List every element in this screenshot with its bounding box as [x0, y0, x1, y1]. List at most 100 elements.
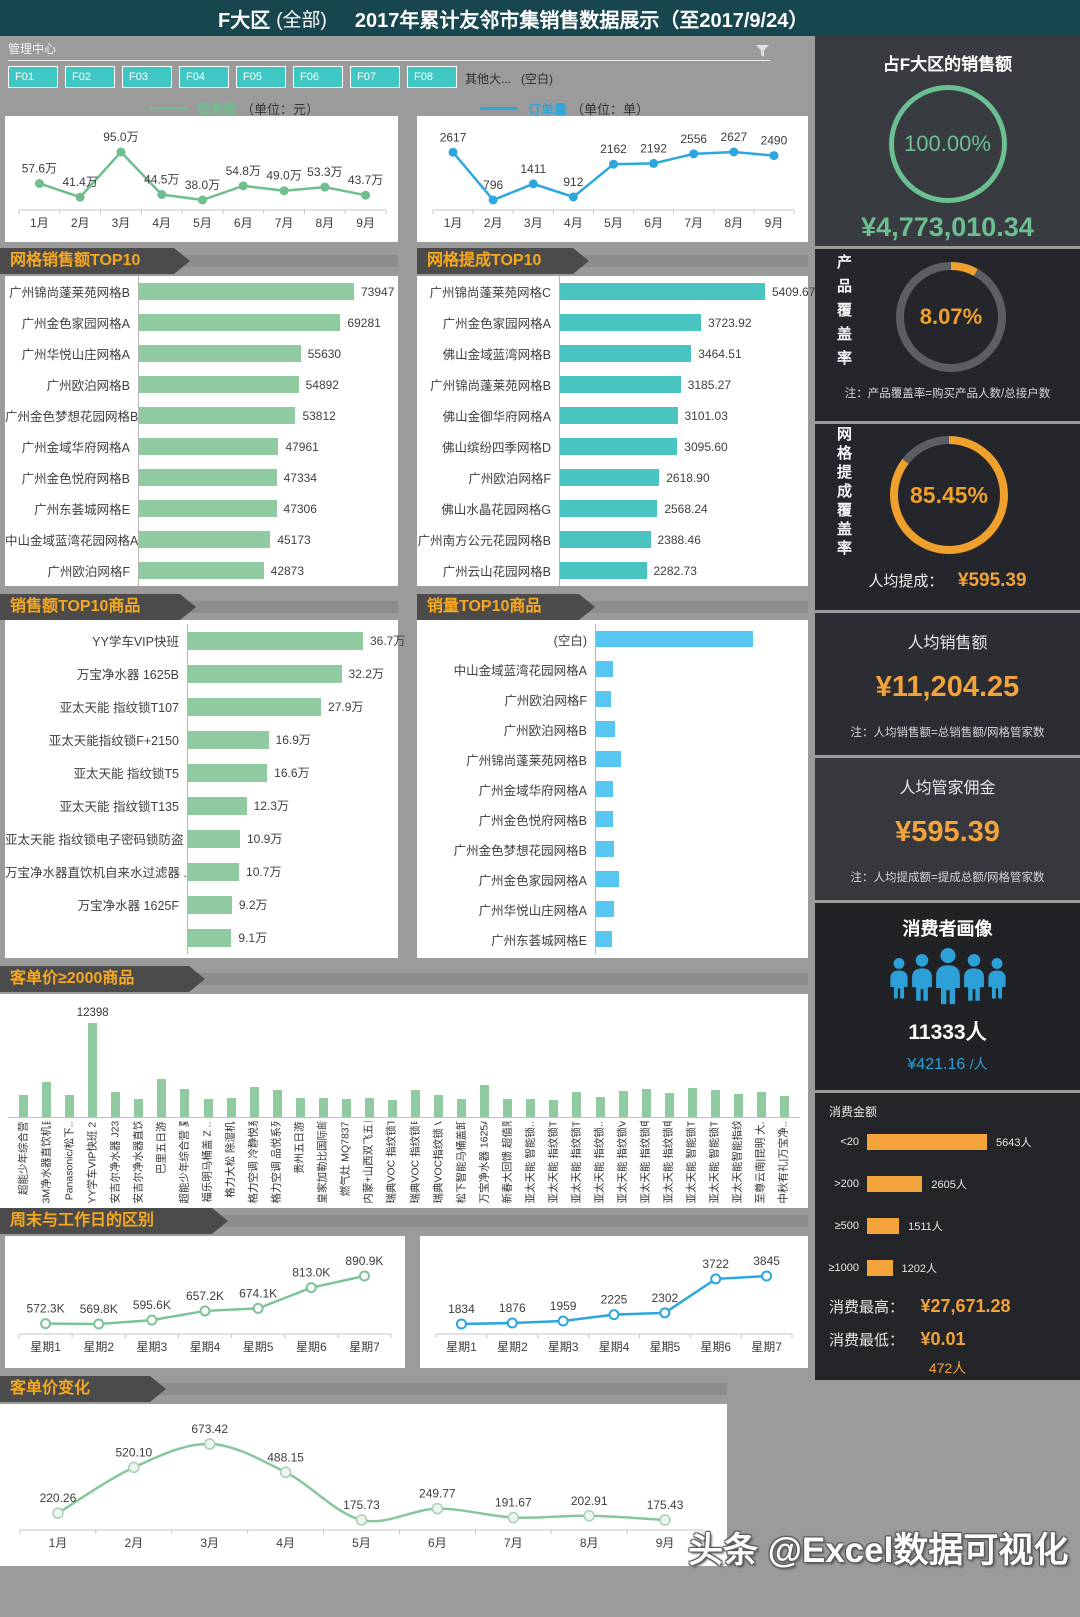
category-label: 佛山水晶花园网格G [441, 503, 551, 517]
category-label: (空白) [553, 633, 587, 648]
data-point [568, 192, 578, 202]
value-label: 16.6万 [274, 766, 310, 780]
filter-blank[interactable]: (空白) [521, 72, 553, 86]
data-point [203, 1438, 216, 1450]
filter-button-f07[interactable]: F07 [350, 66, 400, 88]
watermark: 头条 @Excel数据可视化 [688, 1531, 1069, 1570]
value-label: 3095.60 [684, 439, 728, 454]
filter-button-f04[interactable]: F04 [179, 66, 229, 88]
axis-label: 4月 [276, 1536, 295, 1550]
bar [560, 438, 678, 455]
bar-row: 广州东荟城网格E 47306 [5, 493, 398, 524]
value-label: 10.7万 [246, 865, 282, 879]
card-note: 注：产品覆盖率=购买产品人数/总接户数 [844, 388, 1051, 400]
category-label: 广州华悦山庄网格A [21, 348, 130, 362]
data-point [761, 1270, 773, 1282]
bar [867, 1134, 987, 1150]
max-consume-value: ¥27,671.28 [920, 1296, 1011, 1316]
axis-label: 星期5 [243, 1340, 274, 1354]
category-label: 广州华悦山庄网格A [478, 903, 587, 918]
bar [411, 1090, 421, 1117]
category-label: 万宝净水器 1625B [76, 668, 179, 682]
card-title: 占F大区的销售额 [882, 55, 1013, 74]
category-label: 中山金域蓝湾花园网格A [5, 534, 138, 548]
data-point [506, 1317, 518, 1329]
category-label: 超能少年综合营 夏.. [178, 1121, 191, 1204]
data-point [279, 186, 289, 196]
sales-share-amount: ¥4,773,010.34 [861, 212, 1034, 242]
category-label: 巴里五日游 [155, 1121, 168, 1175]
axis-label: 星期5 [650, 1340, 681, 1354]
point-label: 1959 [550, 1299, 577, 1313]
point-label: 796 [483, 178, 503, 192]
axis-label: 7月 [275, 216, 294, 230]
consume-row: >200 2605人 [815, 1176, 1080, 1192]
bar-row: 万宝净水器直饮机自来水过滤器 ... 10.7万 [5, 855, 398, 888]
data-point [729, 147, 739, 157]
point-label: 202.91 [571, 1494, 608, 1508]
data-point [358, 1270, 370, 1282]
filter-button-f05[interactable]: F05 [236, 66, 286, 88]
data-point [34, 178, 44, 188]
bar [157, 1079, 167, 1117]
sales-legend-swatch [150, 107, 188, 110]
data-point [507, 1511, 520, 1524]
avg-commission-card: 人均管家佣金 ¥595.39 注：人均提成额=提成总额/网格管家数 [815, 758, 1080, 900]
card-title: 产品覆盖率 [835, 254, 852, 374]
bar [560, 407, 678, 424]
bar [549, 1099, 559, 1117]
bar-row: 9.1万 [5, 921, 398, 954]
orders-legend-unit: （单位：单） [571, 102, 650, 117]
bar [42, 1081, 52, 1117]
bar-row: 广州金域华府网格A 47961 [5, 431, 398, 462]
bar [560, 469, 660, 486]
consume-footer: 472人 [928, 1360, 967, 1376]
grid-commission-banner: 网格提成TOP10 [417, 248, 808, 274]
category-label: 亚太天能 指纹锁T135 [570, 1121, 583, 1204]
data-point [659, 1514, 671, 1526]
axis-label: 5月 [193, 216, 212, 230]
bar [203, 1098, 213, 1117]
category-label: 中山金域蓝湾花园网格A [453, 663, 587, 678]
filter-button-f01[interactable]: F01 [8, 66, 58, 88]
point-label: 569.8K [80, 1302, 118, 1316]
section-title: 销售额TOP10商品 [0, 594, 196, 620]
filter-buttons: F01 F02 F03 F04 F05 F06 F07 F08 [8, 66, 457, 88]
category-label: 格力空调 冷静悦系.. [247, 1121, 260, 1204]
filter-funnel-icon[interactable] [756, 44, 769, 62]
bar-row: 佛山缤纷四季网格D 3095.60 [417, 431, 808, 462]
category-label: 广州金色家园网格A [21, 317, 130, 331]
filter-more[interactable]: 其他大... [465, 72, 512, 86]
filter-button-f06[interactable]: F06 [293, 66, 343, 88]
point-label: 175.43 [647, 1498, 684, 1512]
data-point [252, 1302, 264, 1314]
category-label: 亚太天能 智能锁T107 [685, 1121, 698, 1204]
per-capita-value: ¥595.39 [957, 570, 1027, 591]
bar [867, 1218, 900, 1234]
category-label: 佛山金域蓝湾网格B [442, 348, 551, 362]
point-label: 2556 [680, 132, 707, 146]
axis-label: 星期3 [137, 1340, 168, 1354]
category-label: 广州金色梦想花园网格B [453, 843, 587, 858]
bar [596, 841, 614, 857]
slicer-divider [8, 60, 770, 61]
filter-button-f08[interactable]: F08 [407, 66, 457, 88]
bar-row: 佛山金域蓝湾网格B 3464.51 [417, 338, 808, 369]
point-label: 520.10 [115, 1445, 152, 1459]
bar-row: 中山金域蓝湾花园网格A [417, 654, 808, 684]
bar-row: 广州金色梦想花园网格B 53812 [5, 400, 398, 431]
filter-button-f03[interactable]: F03 [122, 66, 172, 88]
axis-label: 6月 [234, 216, 253, 230]
bar [434, 1095, 444, 1117]
point-label: 2627 [720, 130, 747, 144]
bar [318, 1097, 328, 1117]
value-label: 16.9万 [275, 733, 311, 747]
axis-label: 2月 [124, 1536, 143, 1550]
value-label: 12.3万 [253, 799, 289, 813]
bar-row: 广州金色家园网格A 69281 [5, 307, 398, 338]
bar [596, 811, 613, 827]
filter-button-f02[interactable]: F02 [65, 66, 115, 88]
section-title: 销量TOP10商品 [417, 594, 595, 620]
avg-commission-value: ¥595.39 [895, 816, 1000, 848]
